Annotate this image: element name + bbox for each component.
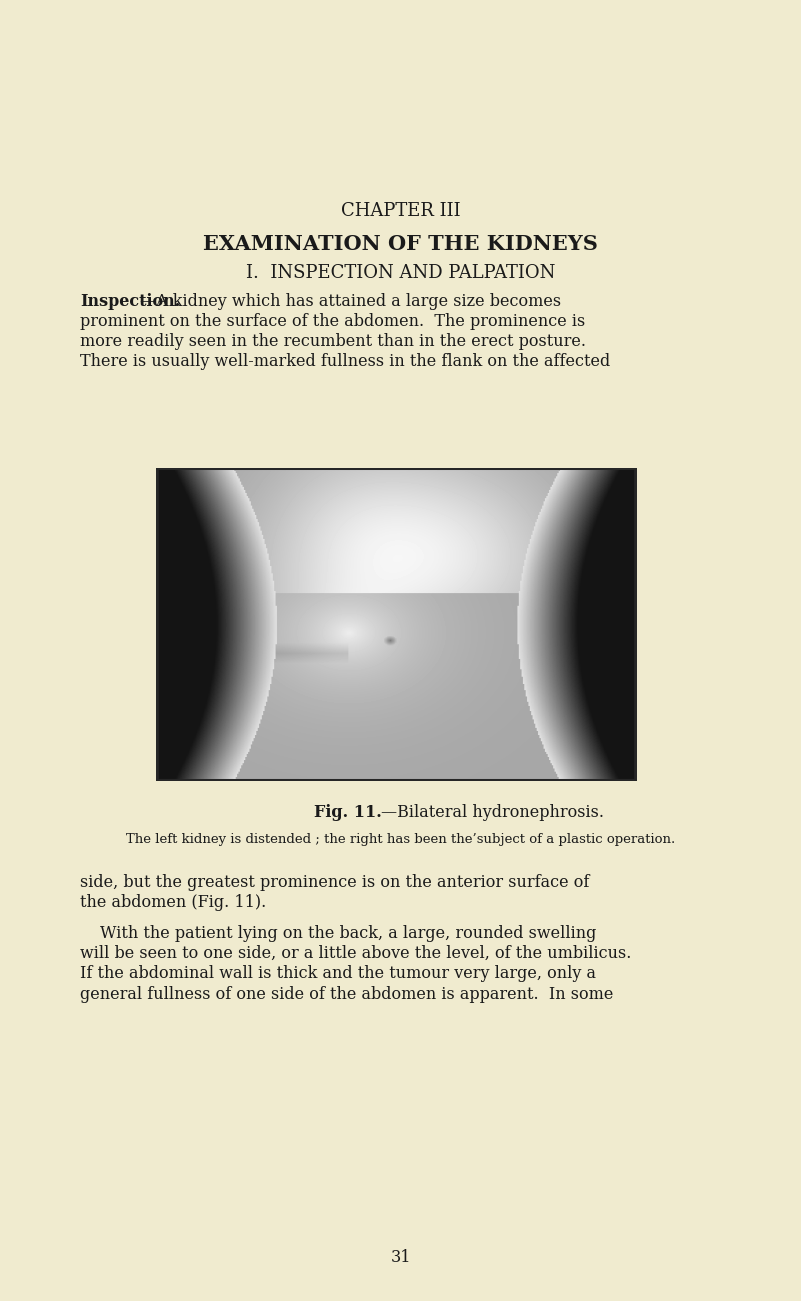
Text: general fullness of one side of the abdomen is apparent.  In some: general fullness of one side of the abdo… (80, 986, 614, 1003)
Text: With the patient lying on the back, a large, rounded swelling: With the patient lying on the back, a la… (100, 925, 597, 942)
Text: CHAPTER III: CHAPTER III (340, 202, 461, 220)
Text: EXAMINATION OF THE KIDNEYS: EXAMINATION OF THE KIDNEYS (203, 234, 598, 254)
Text: The left kidney is distended ; the right has been the’subject of a plastic opera: The left kidney is distended ; the right… (126, 833, 675, 846)
Text: —A kidney which has attained a large size becomes: —A kidney which has attained a large siz… (140, 293, 562, 310)
Text: —Bilateral hydronephrosis.: —Bilateral hydronephrosis. (381, 804, 604, 821)
Text: Fig. 11.: Fig. 11. (313, 804, 381, 821)
Text: Inspection.: Inspection. (80, 293, 180, 310)
Text: more readily seen in the recumbent than in the erect posture.: more readily seen in the recumbent than … (80, 333, 586, 350)
Text: the abdomen (Fig. 11).: the abdomen (Fig. 11). (80, 895, 267, 912)
Text: prominent on the surface of the abdomen.  The prominence is: prominent on the surface of the abdomen.… (80, 314, 586, 330)
Text: will be seen to one side, or a little above the level, of the umbilicus.: will be seen to one side, or a little ab… (80, 946, 631, 963)
Text: There is usually well-marked fullness in the flank on the affected: There is usually well-marked fullness in… (80, 354, 610, 371)
Text: 31: 31 (390, 1249, 411, 1266)
Text: side, but the greatest prominence is on the anterior surface of: side, but the greatest prominence is on … (80, 874, 590, 891)
Text: I.  INSPECTION AND PALPATION: I. INSPECTION AND PALPATION (246, 264, 555, 282)
Text: If the abdominal wall is thick and the tumour very large, only a: If the abdominal wall is thick and the t… (80, 965, 596, 982)
